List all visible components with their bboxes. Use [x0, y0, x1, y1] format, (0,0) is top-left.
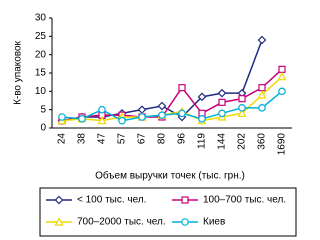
legend-label: 100–700 тыс. чел. [203, 195, 286, 206]
marker [178, 109, 186, 118]
legend-marker [181, 196, 189, 204]
y-tick-label: 0 [40, 123, 46, 134]
x-tick-label: 57 [117, 133, 128, 145]
legend-label: 700–2000 тыс. чел. [77, 217, 166, 228]
x-axis-label: Объем выручки точек (тыс. грн.) [95, 170, 245, 182]
marker [97, 115, 107, 125]
chart: К-во упаковок Объем выручки точек (тыс. … [13, 13, 297, 237]
marker [217, 88, 227, 98]
marker [237, 108, 247, 117]
legend-label: Киев [203, 217, 225, 228]
y-tick-label: 10 [35, 86, 47, 97]
legend-box [39, 187, 297, 237]
marker [238, 95, 246, 103]
y-tick-label: 25 [35, 31, 47, 42]
y-tick-label: 15 [35, 68, 47, 79]
y-tick-label: 5 [40, 104, 46, 115]
legend-marker [54, 217, 64, 226]
marker [218, 98, 226, 106]
x-tick-label: 47 [97, 133, 108, 145]
marker [157, 101, 167, 111]
legend-label: < 100 тыс. чел. [77, 195, 146, 206]
marker [137, 105, 147, 115]
x-tick-label: 1690 [277, 133, 288, 156]
marker [118, 116, 126, 125]
x-tick-label: 96 [177, 133, 188, 145]
marker [58, 113, 66, 121]
marker [138, 113, 146, 121]
marker [178, 84, 186, 92]
marker [257, 90, 267, 99]
marker [277, 71, 287, 81]
x-tick-label: 24 [57, 133, 68, 145]
legend-marker [54, 195, 64, 205]
x-tick-label: 202 [237, 133, 248, 150]
marker [218, 109, 226, 118]
marker [278, 87, 286, 96]
marker [257, 35, 267, 45]
marker [238, 104, 246, 112]
series-line [61, 76, 283, 122]
x-tick-label: 360 [257, 133, 268, 150]
marker [198, 115, 206, 123]
marker [258, 84, 266, 92]
marker [258, 104, 266, 112]
x-tick-label: 80 [157, 133, 168, 145]
legend-marker [181, 218, 189, 226]
marker [197, 92, 207, 102]
x-tick-label: 119 [197, 133, 208, 149]
x-tick-label: 67 [137, 133, 148, 145]
x-tick-label: 38 [77, 133, 88, 145]
marker [98, 105, 106, 114]
y-axis-label: К-во упаковок [13, 40, 24, 104]
x-tick-label: 144 [217, 133, 228, 150]
marker [158, 111, 166, 119]
marker [278, 65, 286, 73]
y-tick-label: 20 [35, 49, 47, 60]
marker [78, 115, 86, 123]
y-tick-label: 30 [35, 13, 47, 24]
